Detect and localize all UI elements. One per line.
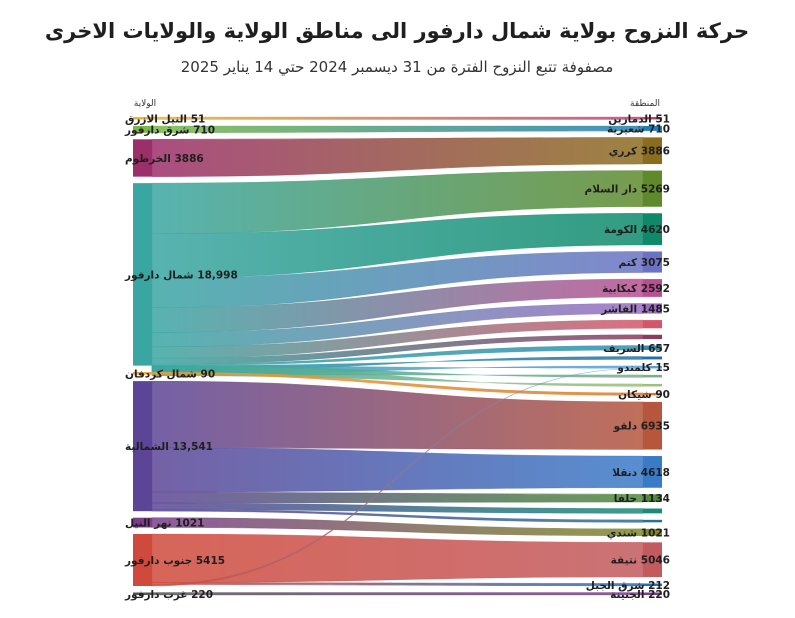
target-node: [643, 303, 662, 314]
target-label: 15 كلمندو: [616, 362, 670, 374]
source-node: [133, 126, 152, 133]
target-node: [643, 334, 662, 340]
target-node: [643, 592, 662, 595]
target-node: [643, 126, 662, 131]
target-node: [643, 383, 662, 387]
source-label: 13,541 الشمالية: [125, 441, 213, 453]
flow-link: [151, 592, 644, 596]
target-node: [643, 542, 662, 577]
flow-link: [151, 125, 644, 134]
flow-link: [151, 533, 644, 583]
target-label: 657 السريف: [603, 343, 670, 355]
target-label: 1485 الفاشر: [600, 303, 670, 315]
target-node: [643, 508, 662, 514]
target-label: 51 الدمازين: [608, 113, 670, 125]
target-node: [643, 213, 662, 245]
source-node: [133, 517, 152, 528]
flow-link: [151, 368, 644, 587]
target-node: [643, 456, 662, 488]
flow-link: [151, 447, 644, 493]
target-node: [643, 117, 662, 120]
flow-link: [151, 491, 644, 504]
flow-link: [151, 582, 644, 587]
chart-subtitle: مصفوفة تتبع النزوح الفترة من 31 ديسمبر 2…: [181, 58, 613, 77]
target-node: [643, 170, 662, 207]
nodes-layer: [133, 117, 662, 595]
target-node: [643, 365, 662, 369]
source-label: 5415 جنوب دارفور: [124, 555, 225, 567]
source-label: 1021 نهر النيل: [125, 518, 204, 530]
target-label: 5046 نتيقة: [611, 555, 670, 567]
source-label: 51 النيل الازرق: [125, 113, 205, 125]
target-node: [643, 279, 662, 297]
source-node: [133, 592, 152, 595]
flow-link: [151, 517, 644, 537]
target-label: 1134 حلفا: [614, 493, 670, 505]
chart-title: حركة النزوح بولاية شمال دارفور الى مناطق…: [45, 19, 749, 43]
target-node: [643, 345, 662, 351]
links-layer: [151, 116, 644, 596]
right-column-header: المنطقة: [630, 99, 660, 109]
target-node: [643, 528, 662, 536]
target-node: [643, 374, 662, 378]
left-column-header: الولاية: [134, 99, 156, 109]
target-label: 6935 دلقو: [613, 421, 670, 433]
target-label: 2592 كبكابية: [602, 283, 670, 295]
source-node: [133, 372, 152, 375]
source-label: 220 غرب دارفور: [124, 589, 213, 601]
flow-link: [151, 380, 644, 450]
source-label: 18,998 شمال دارفور: [124, 269, 238, 281]
flow-link: [151, 303, 644, 348]
flow-link: [151, 212, 644, 279]
target-node: [643, 320, 662, 329]
source-node: [133, 381, 152, 512]
target-node: [643, 137, 662, 165]
flow-link: [151, 170, 644, 235]
source-label: 3886 الخرطوم: [125, 153, 204, 165]
target-label: 3075 كتم: [618, 257, 670, 269]
target-label: 4618 دنقلا: [612, 467, 670, 479]
target-label: 212 شرق الجبل: [586, 580, 670, 592]
source-node: [133, 533, 152, 586]
target-node: [643, 494, 662, 503]
flow-link: [151, 251, 644, 308]
target-label: 90 شيكان: [618, 389, 670, 401]
target-label: 3886 كرري: [609, 146, 670, 158]
target-node: [643, 519, 662, 523]
source-node: [133, 117, 152, 120]
source-node: [133, 139, 152, 177]
source-label: 90 شمال كردفان: [125, 368, 215, 380]
target-node: [643, 392, 662, 396]
flow-link: [151, 345, 644, 366]
target-node: [643, 401, 662, 450]
target-label: 710 شعيرية: [607, 123, 670, 135]
flow-link: [151, 116, 644, 120]
target-label: 4620 الكومة: [604, 224, 670, 236]
source-label: 710 شرق دارفور: [124, 124, 215, 136]
target-label: 220 الجنينة: [610, 589, 670, 601]
flow-link: [151, 319, 644, 359]
target-node: [643, 251, 662, 273]
target-label: 1021 شندي: [607, 527, 670, 539]
target-node: [643, 583, 662, 586]
target-node: [643, 356, 662, 360]
target-label: 5269 دار السلام: [585, 184, 670, 196]
source-node: [133, 183, 152, 366]
